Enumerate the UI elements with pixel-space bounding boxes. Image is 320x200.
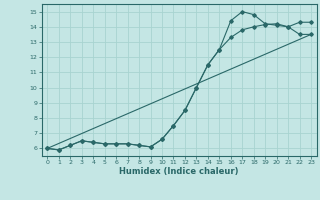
X-axis label: Humidex (Indice chaleur): Humidex (Indice chaleur) xyxy=(119,167,239,176)
